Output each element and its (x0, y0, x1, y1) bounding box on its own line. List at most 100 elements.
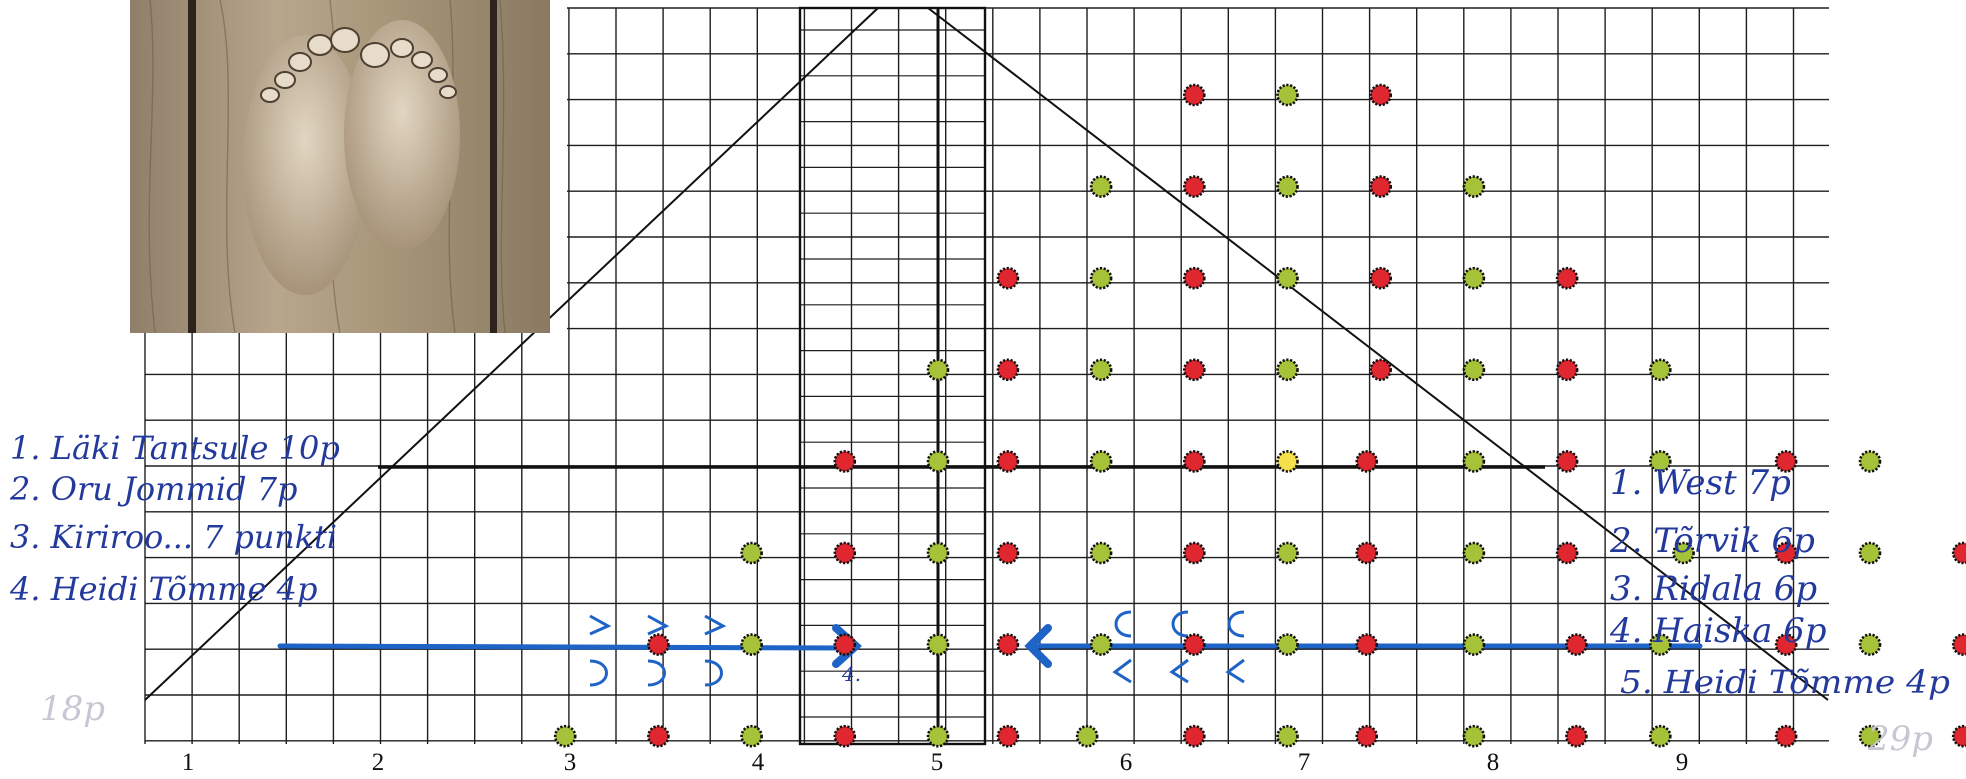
chevron-left-icon (1169, 658, 1189, 684)
right-list-item-4: 4. Haiska 6p (1609, 611, 1827, 651)
red-marker (1951, 633, 1966, 656)
green-marker (1276, 175, 1299, 198)
green-marker (740, 541, 763, 565)
triangle-left-edge (144, 7, 879, 701)
red-marker (1774, 633, 1798, 656)
red-marker (833, 633, 857, 656)
green-marker (1089, 633, 1113, 656)
column-number: 7 (1298, 749, 1311, 776)
right-list-item-1: 1. West 7p (1610, 463, 1791, 503)
red-marker (996, 724, 1020, 748)
green-marker (1276, 633, 1299, 656)
left-list-item-2: 2. Oru Jommid 7p (9, 470, 298, 508)
green-marker (553, 724, 577, 748)
red-marker (1369, 358, 1392, 382)
green-marker (926, 358, 950, 382)
triangle-right-edge (927, 7, 1829, 701)
red-marker (1565, 633, 1588, 656)
curl-right-icon (589, 659, 608, 687)
red-marker (647, 724, 670, 748)
red-marker (996, 358, 1020, 382)
green-marker (1276, 83, 1299, 107)
right-team-list: 1. West 7p 2. Tõrvik 6p 3. Ridala 6p 4. … (1609, 463, 1950, 701)
column-number: 4 (752, 749, 765, 776)
green-marker (1649, 358, 1672, 382)
green-marker (1462, 450, 1486, 473)
right-list-item-2: 2. Tõrvik 6p (1609, 521, 1815, 561)
right-list-item-3: 3. Ridala 6p (1610, 569, 1817, 609)
red-marker (1951, 724, 1966, 748)
green-marker (1858, 450, 1882, 473)
marker-note: 4. (841, 662, 861, 686)
faint-note-left: 18p (40, 689, 105, 729)
red-marker (1183, 724, 1206, 748)
red-marker (1774, 541, 1798, 565)
red-marker (833, 450, 857, 473)
curl-left-icon (1114, 610, 1132, 638)
red-marker (1183, 175, 1206, 198)
column-number: 8 (1487, 749, 1500, 776)
green-marker (1089, 358, 1113, 382)
red-marker (996, 633, 1020, 656)
column-numbers: 1 2 3 4 5 6 7 8 9 (182, 749, 1689, 776)
yellow-marker (1276, 450, 1299, 473)
right-list-item-5: 5. Heidi Tõmme 4p (1620, 663, 1950, 701)
green-marker (1858, 724, 1882, 748)
red-marker (647, 633, 670, 656)
green-marker (1089, 266, 1113, 290)
green-marker (1462, 724, 1486, 748)
red-marker (1183, 266, 1206, 290)
column-number: 1 (182, 749, 195, 776)
red-marker (1355, 541, 1379, 565)
red-marker (1555, 358, 1579, 382)
red-marker (1774, 450, 1798, 473)
chevron-right-icon (647, 614, 670, 636)
green-marker (740, 724, 763, 748)
green-marker (926, 450, 950, 473)
red-marker (1183, 633, 1206, 656)
green-marker (1858, 541, 1882, 565)
green-marker (740, 633, 763, 656)
green-marker (1276, 358, 1299, 382)
center-box-outline (798, 6, 987, 746)
left-list-item-1: 1. Läki Tantsule 10p (10, 429, 340, 467)
red-marker (1183, 83, 1206, 107)
marker-layer (553, 83, 1966, 748)
red-marker (996, 541, 1020, 565)
chevron-left-icon (1225, 658, 1245, 684)
green-marker (1462, 358, 1486, 382)
green-marker (1089, 175, 1113, 198)
green-marker (1649, 633, 1672, 656)
chevron-left-icon (1112, 658, 1132, 684)
left-list-item-4: 4. Heidi Tõmme 4p (9, 570, 317, 608)
green-marker (1276, 724, 1299, 748)
green-marker (1276, 266, 1299, 290)
right-arrow-head (1024, 624, 1052, 668)
red-marker (1355, 450, 1379, 473)
chevron-right-icon (704, 614, 727, 636)
green-marker (1089, 541, 1113, 565)
green-marker (926, 633, 950, 656)
footprints-image (130, 0, 550, 333)
curl-left-icon (1227, 610, 1245, 638)
red-marker (996, 266, 1020, 290)
footprints-photo (130, 0, 550, 333)
chevron-right-icon (589, 614, 612, 636)
triangle-boundary (144, 7, 1829, 701)
green-marker (1649, 450, 1672, 473)
red-marker (1369, 175, 1392, 198)
curl-left-icon (1171, 610, 1189, 638)
column-number: 5 (931, 749, 944, 776)
red-marker (833, 541, 857, 565)
curl-right-icon (647, 659, 666, 687)
red-marker (1555, 450, 1579, 473)
red-marker (1774, 724, 1798, 748)
green-marker (1462, 175, 1486, 198)
left-team-list: 1. Läki Tantsule 10p 2. Oru Jommid 7p 3.… (9, 429, 340, 608)
green-marker (1462, 266, 1486, 290)
red-marker (996, 450, 1020, 473)
column-number: 2 (372, 749, 385, 776)
green-marker (1858, 633, 1882, 656)
red-marker (1951, 541, 1966, 565)
green-marker (1672, 541, 1695, 565)
